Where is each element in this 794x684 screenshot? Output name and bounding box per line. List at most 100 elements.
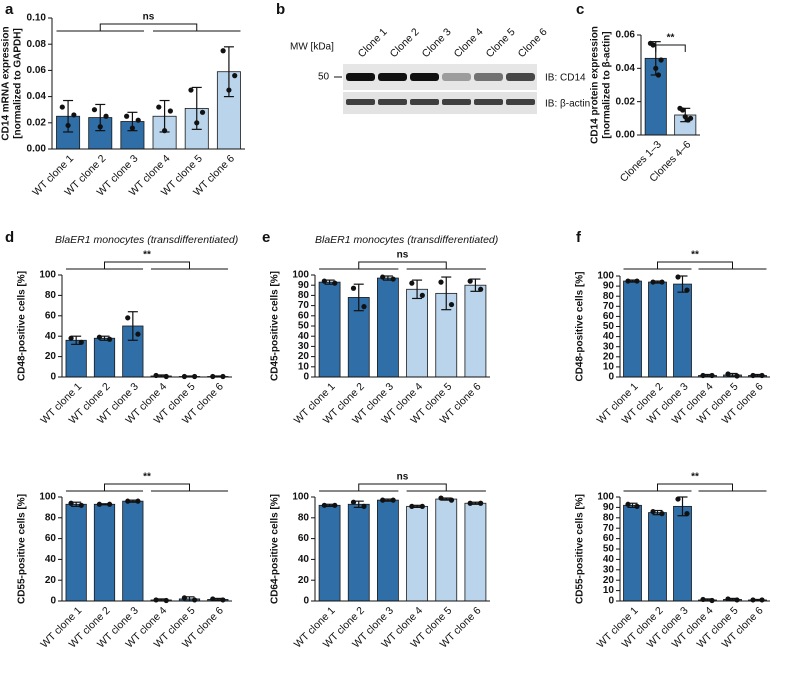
data-point <box>478 500 484 506</box>
data-point <box>380 274 386 280</box>
y-tick-label: 20 <box>298 351 310 362</box>
data-point <box>125 315 131 321</box>
y-tick-label: 100 <box>292 270 309 281</box>
y-tick-label: 20 <box>603 575 615 586</box>
panel-letter: e <box>262 229 270 246</box>
y-tick-label: 30 <box>298 341 310 352</box>
y-tick-label: 80 <box>45 512 57 523</box>
bar <box>318 504 341 602</box>
data-point <box>332 502 338 508</box>
lane-label: Clone 3 <box>420 26 454 60</box>
y-tick-label: 80 <box>298 290 310 301</box>
y-tick-label: 50 <box>603 321 615 332</box>
panel-letter: f <box>576 229 582 246</box>
bar <box>377 277 399 378</box>
lane-label: Clone 5 <box>484 26 518 60</box>
y-tick-label: 80 <box>603 291 615 302</box>
data-point <box>192 597 198 603</box>
data-point <box>653 65 659 71</box>
y-tick-label: 50 <box>298 321 310 332</box>
y-tick-label: 20 <box>45 575 57 586</box>
lane-label: Clone 1 <box>356 26 390 60</box>
y-tick-label: 0.08 <box>27 39 47 50</box>
data-point <box>163 373 169 380</box>
error-bar <box>470 278 481 292</box>
bar <box>93 337 116 378</box>
y-tick-label: 0 <box>303 372 309 383</box>
y-tick-label: 90 <box>603 281 615 292</box>
y-tick-label: 0.04 <box>27 91 47 102</box>
y-axis-label: CD48-positive cells [%] <box>575 271 586 381</box>
y-axis-label: CD64-positive cells [%] <box>270 494 281 604</box>
data-point <box>419 503 425 509</box>
data-point <box>675 274 681 280</box>
sig-label: ns <box>143 12 155 23</box>
error-bar <box>412 279 423 300</box>
data-point <box>107 501 113 507</box>
y-tick-label: 80 <box>603 512 615 523</box>
data-point <box>210 596 216 602</box>
panel-letter: b <box>276 1 285 18</box>
sig-label: ** <box>667 33 675 44</box>
data-point <box>220 597 226 603</box>
error-bar <box>353 283 364 312</box>
y-tick-label: 10 <box>603 585 615 596</box>
data-point <box>438 495 444 501</box>
data-point <box>65 122 71 129</box>
data-point <box>96 501 102 507</box>
y-tick-label: 100 <box>292 492 309 503</box>
band <box>378 99 407 105</box>
y-tick-label: 30 <box>603 564 615 575</box>
y-tick-label: 0 <box>608 372 614 383</box>
data-point <box>634 503 640 509</box>
bar <box>406 288 428 378</box>
data-point <box>59 104 65 110</box>
sig-bracket <box>99 23 198 31</box>
mw-marker: 50 <box>318 72 330 83</box>
band <box>474 73 503 81</box>
data-point <box>71 112 77 118</box>
row-label: IB: CD14 <box>545 73 586 84</box>
y-tick-label: 40 <box>603 554 615 565</box>
data-point <box>658 57 664 63</box>
data-point <box>759 597 765 603</box>
y-tick-label: 0 <box>50 372 56 383</box>
data-point <box>124 113 130 119</box>
bar <box>122 500 144 602</box>
data-point <box>321 502 327 508</box>
data-point <box>129 125 136 131</box>
y-tick-label: 70 <box>298 300 310 311</box>
bar <box>464 502 487 602</box>
bar <box>464 284 487 378</box>
y-axis-label: CD14 mRNA expression <box>1 26 12 140</box>
y-axis-label: CD14 protein expression <box>590 26 601 144</box>
sig-bracket <box>657 483 733 491</box>
data-point <box>734 373 740 379</box>
data-point <box>659 279 665 285</box>
bar <box>623 504 642 602</box>
y-tick-label: 70 <box>603 523 615 534</box>
data-point <box>750 597 756 603</box>
data-point <box>107 336 113 342</box>
data-point <box>655 72 662 78</box>
data-point <box>210 373 216 380</box>
sig-label: ** <box>143 250 151 261</box>
blot-strip <box>343 92 537 114</box>
data-point <box>97 124 103 130</box>
data-point <box>467 500 473 506</box>
data-point <box>68 335 74 341</box>
bar <box>93 503 116 602</box>
data-point <box>161 128 168 134</box>
y-axis-label: CD55-positive cells [%] <box>17 494 28 604</box>
y-tick-label: 60 <box>45 310 57 321</box>
band <box>474 99 503 105</box>
y-tick-label: 60 <box>603 311 615 322</box>
y-tick-label: 0.06 <box>616 30 636 41</box>
data-point <box>687 115 694 121</box>
sig-bracket <box>104 261 190 269</box>
y-tick-label: 100 <box>597 271 614 282</box>
data-point <box>650 42 656 48</box>
data-point <box>675 496 681 502</box>
data-point <box>725 596 731 602</box>
